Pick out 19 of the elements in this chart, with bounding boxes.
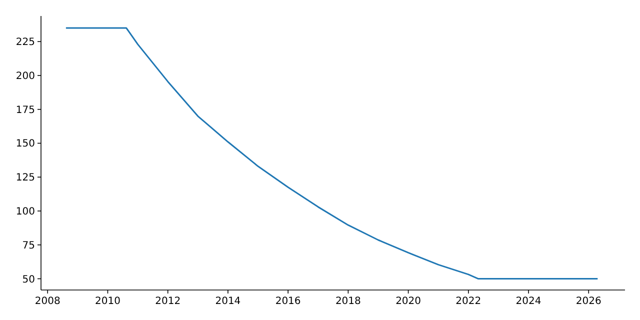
x-tick-label: 2022 [456, 296, 482, 307]
y-tick-label: 100 [16, 206, 35, 218]
x-tick-label: 2010 [95, 296, 120, 307]
y-tick-label: 150 [16, 138, 35, 150]
x-tick-label: 2020 [396, 296, 422, 307]
y-tick-label: 175 [16, 104, 35, 116]
y-tick-label: 125 [16, 172, 35, 184]
y-tick-label: 200 [16, 70, 35, 82]
y-tick-label: 50 [22, 274, 35, 286]
x-tick-label: 2012 [155, 296, 181, 307]
line-series [65, 27, 598, 280]
x-tick-label: 2024 [516, 296, 542, 307]
x-tick-label: 2026 [576, 296, 602, 307]
x-tick-label: 2008 [34, 296, 60, 307]
x-tick-label: 2014 [215, 296, 241, 307]
x-tick-label: 2018 [335, 296, 361, 307]
y-tick-label: 225 [16, 37, 35, 48]
y-tick-label: 75 [22, 240, 35, 252]
x-tick-label: 2016 [275, 296, 301, 307]
